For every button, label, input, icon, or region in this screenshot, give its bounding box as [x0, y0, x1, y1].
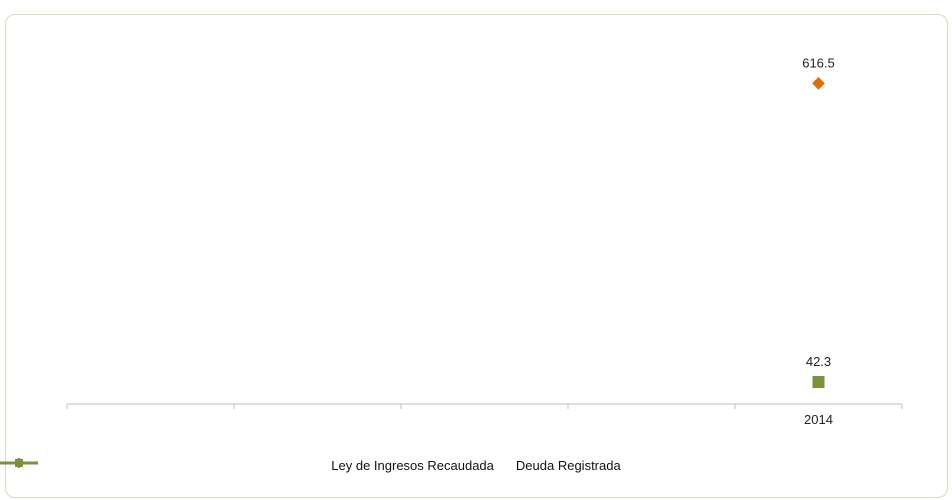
- data-point-series-2: [812, 376, 825, 389]
- data-point-series-1: [812, 77, 825, 90]
- legend-item-series-1: Ley de Ingresos Recaudada: [0, 458, 494, 473]
- data-label-series-1: 616.5: [802, 55, 835, 70]
- legend-label-series-1: Ley de Ingresos Recaudada: [331, 458, 494, 473]
- legend-swatch-series-2: [0, 459, 38, 467]
- chart-legend: Ley de Ingresos Recaudada Deuda Registra…: [0, 458, 952, 473]
- chart-frame: [5, 14, 948, 498]
- legend-label-series-2: Deuda Registrada: [515, 458, 621, 473]
- data-label-series-2: 42.3: [806, 354, 831, 369]
- x-tick-label: 2014: [804, 412, 833, 427]
- legend-item-series-2: Deuda Registrada: [0, 458, 621, 473]
